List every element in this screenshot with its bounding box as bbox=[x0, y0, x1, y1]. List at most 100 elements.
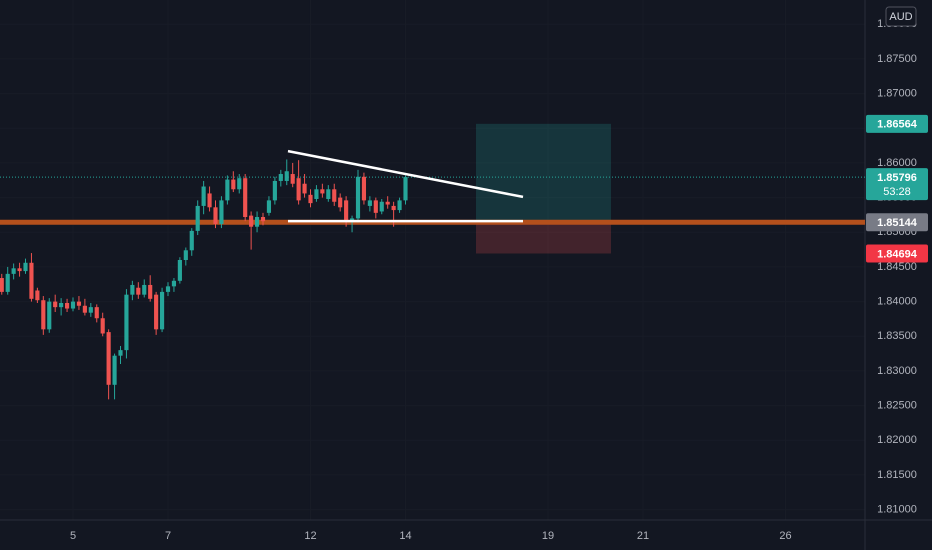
candle-body bbox=[207, 193, 212, 208]
candle-body bbox=[130, 284, 135, 295]
candle-body bbox=[189, 230, 194, 251]
candle-body bbox=[332, 189, 337, 202]
candle-body bbox=[308, 194, 313, 204]
candle-body bbox=[53, 301, 58, 308]
candle-body bbox=[124, 294, 129, 351]
candle-body bbox=[219, 200, 224, 224]
y-tick-label: 1.82500 bbox=[877, 400, 917, 412]
y-tick-label: 1.81500 bbox=[877, 469, 917, 481]
candle-body bbox=[391, 205, 396, 211]
candle-body bbox=[100, 318, 105, 334]
candle-body bbox=[142, 284, 147, 295]
candle-body bbox=[82, 305, 87, 313]
candle-body bbox=[64, 302, 70, 309]
y-tick-label: 1.84500 bbox=[877, 261, 917, 273]
y-tick-label: 1.87500 bbox=[877, 53, 917, 65]
candle-body bbox=[213, 207, 218, 224]
candle-body bbox=[23, 262, 28, 272]
currency-badge bbox=[885, 6, 917, 27]
x-tick-label: 14 bbox=[399, 530, 411, 542]
y-tick-label: 1.84000 bbox=[877, 296, 917, 308]
candle-body bbox=[314, 189, 319, 199]
y-tick-label: 1.83000 bbox=[877, 365, 917, 377]
candle-body bbox=[17, 268, 22, 272]
candle-body bbox=[355, 176, 361, 219]
position-target-zone bbox=[475, 123, 611, 223]
candle-body bbox=[237, 178, 242, 190]
candle-body bbox=[338, 197, 343, 208]
candle-body bbox=[302, 183, 307, 194]
x-tick-label: 12 bbox=[304, 530, 316, 542]
candle-body bbox=[70, 301, 76, 309]
candle-body bbox=[195, 205, 200, 231]
countdown-label: 53:28 bbox=[883, 186, 911, 198]
position-stop-zone bbox=[475, 222, 611, 254]
candle-body bbox=[367, 200, 372, 206]
candle-body bbox=[47, 301, 52, 330]
candle-body bbox=[385, 201, 390, 205]
candle-body bbox=[272, 180, 277, 201]
candle-body bbox=[35, 290, 40, 301]
last-price-label: 1.85796 bbox=[877, 172, 917, 184]
candle-body bbox=[112, 355, 117, 385]
candle-body bbox=[59, 302, 64, 308]
price-tag-label: 1.85144 bbox=[877, 217, 918, 229]
candle-body bbox=[326, 189, 331, 199]
candle-body bbox=[266, 200, 272, 213]
candle-body bbox=[361, 176, 367, 201]
candle-body bbox=[136, 287, 141, 295]
y-tick-label: 1.82000 bbox=[877, 434, 917, 446]
last-price-tag bbox=[866, 168, 928, 201]
price-tag-label: 1.86564 bbox=[877, 119, 918, 131]
x-tick-label: 19 bbox=[542, 530, 554, 542]
candle-body bbox=[349, 218, 355, 222]
candle-body bbox=[5, 273, 10, 292]
trendline bbox=[287, 149, 524, 199]
candle-body bbox=[397, 200, 402, 211]
candle-body bbox=[296, 178, 301, 201]
y-tick-label: 1.81000 bbox=[877, 504, 917, 516]
candle-body bbox=[290, 174, 295, 184]
candle-body bbox=[373, 200, 378, 213]
candle-body bbox=[320, 189, 325, 194]
candle-body bbox=[148, 284, 153, 299]
price-tag bbox=[866, 213, 928, 232]
candle-body bbox=[76, 301, 82, 306]
candle-body bbox=[0, 278, 4, 292]
candle-body bbox=[159, 291, 165, 330]
y-tick-label: 1.86000 bbox=[877, 157, 917, 169]
y-tick-label: 1.87000 bbox=[877, 88, 917, 100]
candle-body bbox=[106, 332, 111, 385]
price-tag bbox=[866, 114, 928, 133]
candle-body bbox=[403, 177, 408, 201]
candle-body bbox=[88, 307, 93, 313]
x-tick-label: 26 bbox=[779, 530, 791, 542]
candle-body bbox=[94, 307, 99, 319]
candle-body bbox=[171, 280, 177, 287]
candle-body bbox=[231, 179, 236, 190]
candle-body bbox=[177, 260, 182, 281]
candle-body bbox=[201, 186, 206, 206]
candle-body bbox=[29, 262, 34, 299]
x-tick-label: 5 bbox=[70, 530, 76, 542]
candle-body bbox=[284, 171, 289, 181]
candle-body bbox=[254, 217, 260, 227]
candle-body bbox=[183, 250, 188, 260]
price-tag bbox=[866, 244, 928, 263]
candle-body bbox=[154, 294, 159, 330]
candle-body bbox=[379, 201, 384, 212]
candle-body bbox=[344, 200, 349, 222]
candle-body bbox=[260, 217, 266, 222]
candle-body bbox=[278, 174, 283, 181]
candle-body bbox=[41, 300, 46, 330]
x-tick-label: 21 bbox=[637, 530, 649, 542]
currency-label: AUD bbox=[889, 11, 912, 23]
x-tick-label: 7 bbox=[165, 530, 171, 542]
candle-body bbox=[249, 215, 254, 227]
candle-body bbox=[225, 179, 230, 201]
y-tick-label: 1.83500 bbox=[877, 330, 917, 342]
candle-body bbox=[243, 178, 248, 218]
